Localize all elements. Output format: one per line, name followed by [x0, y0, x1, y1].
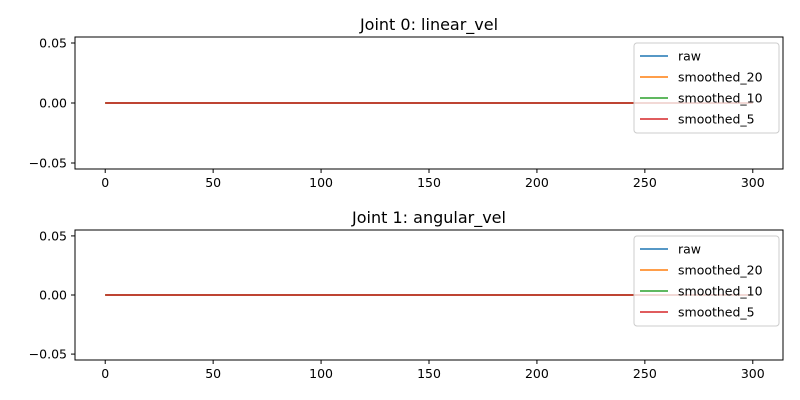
x-tick-label: 100 — [309, 366, 333, 381]
subplot-1: Joint 1: angular_vel 0 50 100 150 200 250 300 −0… — [29, 208, 784, 381]
x-tick-label: 300 — [741, 175, 765, 190]
x-tick-label: 100 — [309, 175, 333, 190]
legend: raw smoothed_20 smoothed_10 smoothed_5 — [633, 42, 780, 134]
y-tick-label: −0.05 — [29, 347, 67, 362]
legend-label: smoothed_10 — [678, 91, 763, 106]
legend-label: smoothed_20 — [678, 70, 763, 85]
legend-label: smoothed_5 — [678, 112, 755, 127]
legend-label: smoothed_10 — [678, 284, 763, 299]
legend-label: raw — [678, 49, 701, 64]
x-tick-label: 250 — [633, 175, 657, 190]
x-tick-label: 200 — [525, 366, 549, 381]
x-tick-label: 50 — [205, 175, 221, 190]
legend-label: raw — [678, 242, 701, 257]
y-tick-label: 0.00 — [39, 288, 67, 303]
legend-box — [633, 42, 780, 134]
x-tick-label: 200 — [525, 175, 549, 190]
x-tick-label: 50 — [205, 366, 221, 381]
legend-label: smoothed_5 — [678, 305, 755, 320]
x-tick-label: 150 — [417, 175, 441, 190]
legend-box — [633, 235, 780, 327]
subplot-0: Joint 0: linear_vel 0 50 100 150 200 250 300 −0.… — [29, 15, 784, 190]
x-tick-label: 300 — [741, 366, 765, 381]
x-tick-label: 250 — [633, 366, 657, 381]
y-tick-label: −0.05 — [29, 156, 67, 171]
subplot-title: Joint 0: linear_vel — [359, 15, 498, 35]
y-tick-label: 0.05 — [39, 228, 67, 243]
y-tick-label: 0.05 — [39, 36, 67, 51]
subplot-title: Joint 1: angular_vel — [351, 208, 506, 228]
y-tick-label: 0.00 — [39, 96, 67, 111]
x-tick-label: 150 — [417, 366, 441, 381]
legend-label: smoothed_20 — [678, 263, 763, 278]
x-tick-label: 0 — [101, 366, 109, 381]
legend: raw smoothed_20 smoothed_10 smoothed_5 — [633, 235, 780, 327]
x-tick-label: 0 — [101, 175, 109, 190]
